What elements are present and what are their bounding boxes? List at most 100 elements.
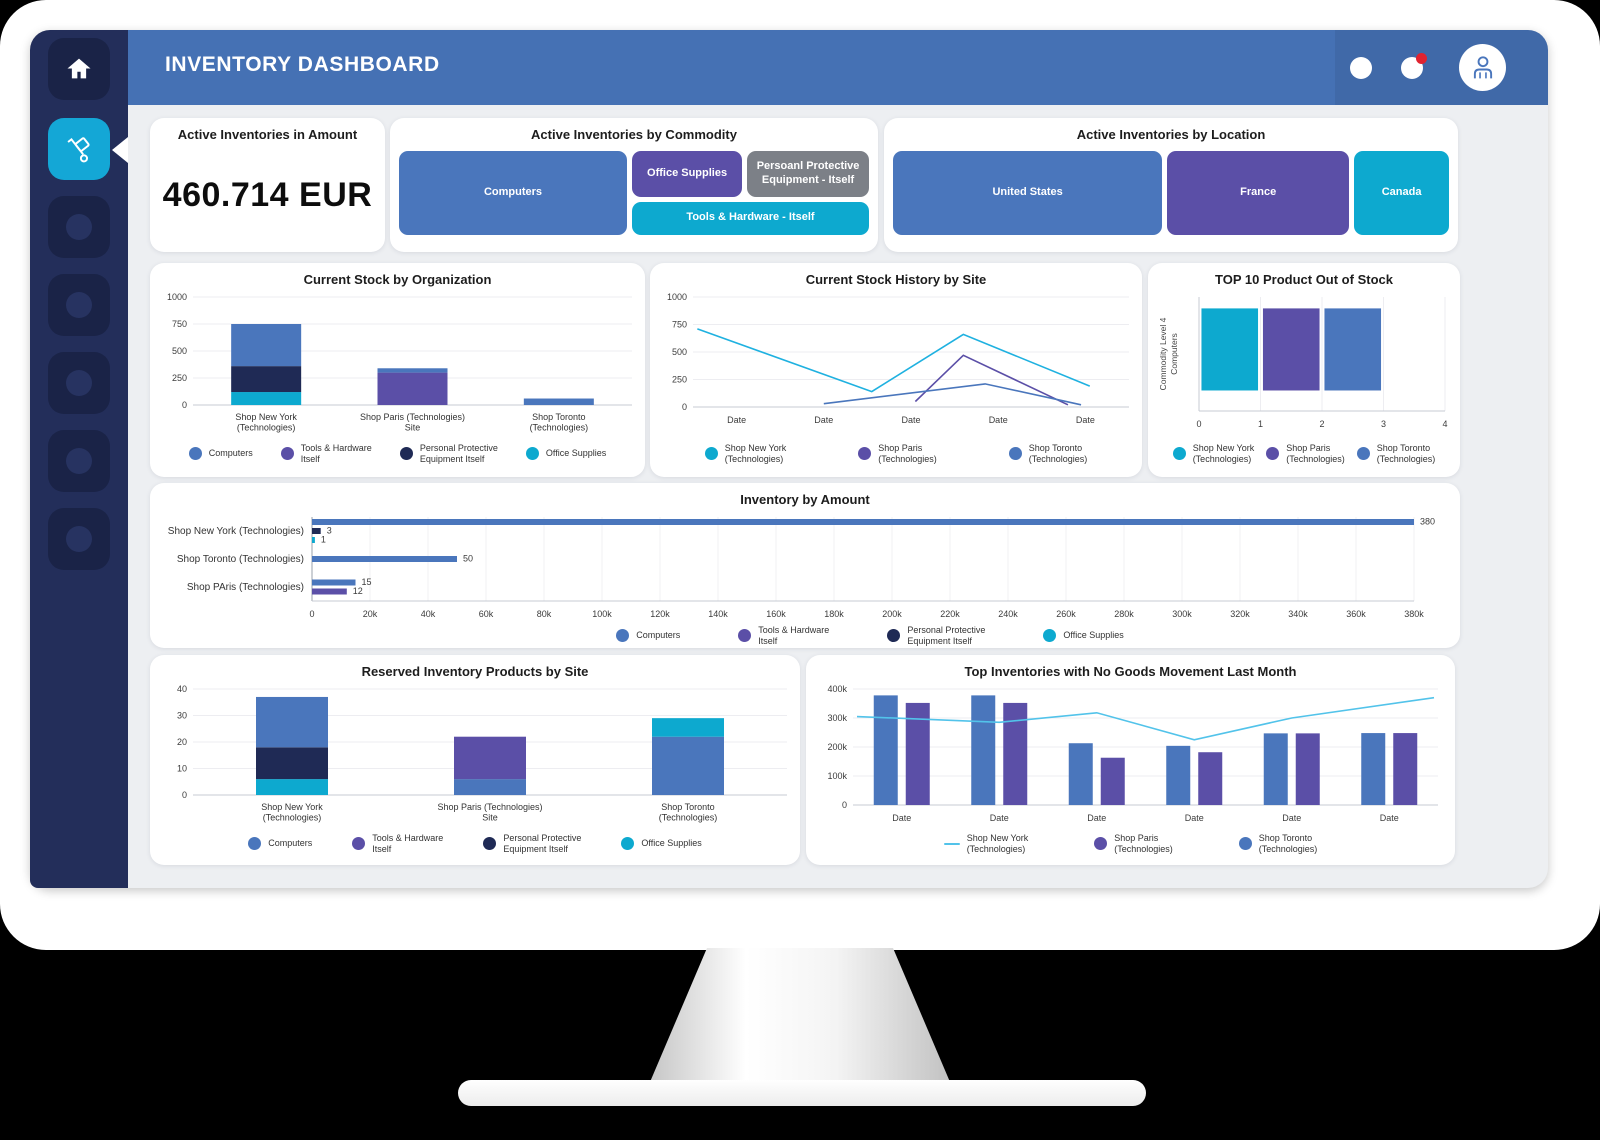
svg-text:30: 30: [177, 711, 187, 721]
legend-item: Shop Toronto (Technologies): [1238, 833, 1318, 855]
tile-label: United States: [992, 186, 1063, 199]
sidebar-item-5[interactable]: [48, 352, 110, 414]
dashboard-content: Active Inventories in Amount 460.714 EUR…: [128, 105, 1548, 888]
svg-text:Date: Date: [892, 813, 911, 823]
svg-text:Date: Date: [989, 415, 1008, 425]
top10-out-of-stock-chart[interactable]: 0 1 2 3 4 Commodity Level 4 Computers: [1153, 289, 1455, 441]
legend-label: Shop New York (Technologies): [724, 443, 787, 464]
legend-label: Tools & Hardware Itself: [300, 443, 372, 464]
legend-label: Office Supplies: [545, 448, 607, 459]
no-goods-movement-chart[interactable]: 0 100k 200k 300k 400k Date Date Date Date Date Dat…: [811, 681, 1450, 831]
treemap-tile-personal-protective[interactable]: Persoanl Protective Equipment - Itself: [747, 151, 869, 197]
svg-text:20k: 20k: [363, 609, 378, 619]
legend-item: Tools & Hardware Itself: [280, 443, 372, 465]
card-title: Active Inventories by Location: [1076, 127, 1266, 142]
svg-text:500: 500: [672, 347, 687, 357]
app-header: INVENTORY DASHBOARD: [128, 30, 1548, 105]
legend-item: Shop New York (Technologies): [704, 443, 787, 465]
svg-text:15: 15: [362, 577, 372, 587]
svg-text:40: 40: [177, 684, 187, 694]
sidebar-item-home[interactable]: [48, 38, 110, 100]
svg-text:(Technologies): (Technologies): [237, 423, 296, 433]
svg-text:1: 1: [1258, 419, 1263, 429]
legend-label: Shop Toronto (Technologies): [1258, 833, 1318, 854]
svg-text:200k: 200k: [882, 609, 902, 619]
svg-text:300k: 300k: [827, 713, 847, 723]
sidebar-item-6[interactable]: [48, 430, 110, 492]
legend-item: Shop Paris (Technologies): [858, 443, 937, 465]
chart-legend: Shop New York (Technologies) Shop Paris (Te…: [1172, 443, 1436, 465]
dot-icon: [66, 370, 92, 396]
svg-text:1000: 1000: [667, 292, 687, 302]
sidebar-item-7[interactable]: [48, 508, 110, 570]
svg-text:140k: 140k: [708, 609, 728, 619]
legend-dot: [280, 447, 294, 461]
user-avatar[interactable]: [1459, 44, 1506, 91]
treemap-tile-canada[interactable]: Canada: [1354, 151, 1449, 235]
dashboard-window: INVENTORY DASHBOARD Active Inventories i…: [30, 30, 1548, 888]
legend-label: Shop Toronto (Technologies): [1028, 443, 1088, 464]
card-current-stock-by-organization: Current Stock by Organization 0 250 500 750…: [150, 263, 645, 477]
monitor-screen: INVENTORY DASHBOARD Active Inventories i…: [0, 0, 1600, 950]
notification-badge: [1416, 53, 1427, 64]
svg-text:220k: 220k: [940, 609, 960, 619]
dot-icon: [66, 214, 92, 240]
svg-text:320k: 320k: [1230, 609, 1250, 619]
svg-text:(Technologies): (Technologies): [263, 813, 322, 823]
dot-icon: [66, 526, 92, 552]
tile-label: France: [1240, 186, 1277, 199]
treemap-tile-tools-hardware[interactable]: Tools & Hardware - Itself: [632, 201, 869, 235]
chart-title: TOP 10 Product Out of Stock: [1215, 272, 1393, 287]
svg-text:750: 750: [172, 319, 187, 329]
legend-label: Shop Toronto (Technologies): [1376, 443, 1436, 464]
svg-text:Site: Site: [405, 423, 421, 433]
chart-title: Top Inventories with No Goods Movement L…: [964, 664, 1297, 679]
svg-text:0: 0: [1196, 419, 1201, 429]
legend-label: Shop New York (Technologies): [966, 833, 1029, 854]
legend-dot: [483, 837, 497, 851]
card-current-stock-history-by-site: Current Stock History by Site 0 250 500 750…: [650, 263, 1142, 477]
svg-text:100k: 100k: [827, 771, 847, 781]
hand-truck-icon: [67, 137, 90, 163]
legend-item: Office Supplies: [1043, 629, 1124, 643]
svg-text:750: 750: [672, 320, 687, 330]
svg-text:200k: 200k: [827, 742, 847, 752]
sidebar-item-3[interactable]: [48, 196, 110, 258]
legend-item: Computers: [248, 837, 313, 851]
legend-dot: [188, 447, 202, 461]
treemap-tile-france[interactable]: France: [1167, 151, 1350, 235]
dot-icon: [66, 292, 92, 318]
tile-label: Canada: [1381, 186, 1422, 199]
svg-text:60k: 60k: [479, 609, 494, 619]
current-stock-history-chart[interactable]: 0 250 500 750 1000 Date Date Date Date Date: [655, 289, 1137, 441]
legend-item: Shop Paris (Technologies): [1094, 833, 1173, 855]
chart-legend: Shop New York (Technologies) Shop Paris (Te…: [943, 833, 1318, 855]
legend-line-marker: [943, 842, 960, 845]
legend-item: Personal Protective Equipment Itself: [887, 625, 985, 647]
legend-dot: [352, 837, 366, 851]
sidebar-item-4[interactable]: [48, 274, 110, 336]
sidebar-item-inventory[interactable]: [48, 118, 110, 180]
svg-text:250: 250: [172, 373, 187, 383]
svg-text:50: 50: [463, 554, 473, 564]
svg-text:Shop Toronto (Technologies): Shop Toronto (Technologies): [177, 554, 304, 565]
legend-label: Computers: [268, 838, 313, 849]
tile-label: Computers: [483, 186, 543, 199]
legend-dot: [887, 629, 901, 643]
treemap-tile-computers[interactable]: Computers: [399, 151, 627, 235]
inventory-by-amount-chart[interactable]: 0 20k 40k 60k 80k 100k 120k 140k 160k 180k 200k 220…: [160, 509, 1450, 623]
svg-text:0: 0: [842, 800, 847, 810]
treemap-tile-united-states[interactable]: United States: [893, 151, 1163, 235]
notification-button[interactable]: [1401, 53, 1427, 79]
legend-label: Shop Paris (Technologies): [1114, 833, 1173, 854]
legend-dot: [858, 447, 872, 461]
treemap-tile-office-supplies[interactable]: Office Supplies: [632, 151, 743, 197]
header-circle-button[interactable]: [1350, 57, 1372, 79]
legend-label: Tools & Hardware Itself: [372, 833, 444, 854]
svg-text:1: 1: [321, 535, 326, 545]
legend-dot: [1356, 447, 1370, 461]
legend-item: Office Supplies: [621, 837, 702, 851]
svg-text:40k: 40k: [421, 609, 436, 619]
